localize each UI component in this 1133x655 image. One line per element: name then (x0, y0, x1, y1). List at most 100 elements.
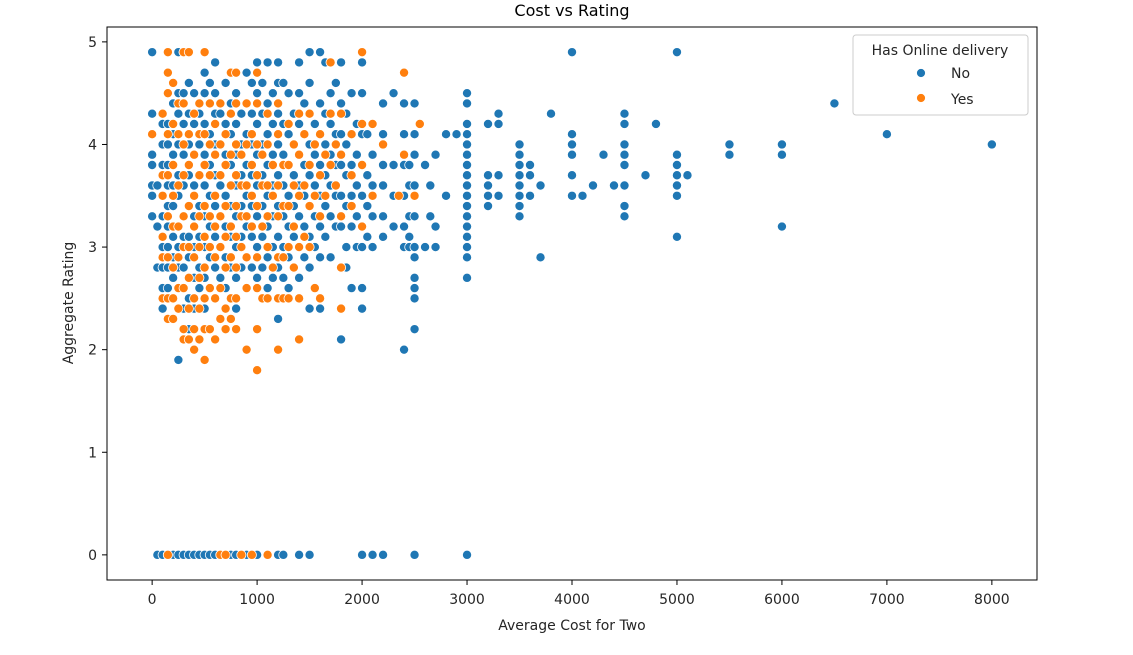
data-point (178, 88, 189, 99)
data-point (299, 252, 310, 263)
data-point (178, 324, 189, 335)
data-point (236, 549, 247, 560)
data-point (357, 242, 368, 253)
data-point (346, 190, 357, 201)
data-point (299, 231, 310, 242)
data-point (173, 354, 184, 365)
data-point (147, 159, 158, 170)
data-point (210, 190, 221, 201)
data-point (309, 118, 320, 129)
data-point (483, 118, 494, 129)
data-point (351, 149, 362, 160)
data-point (336, 129, 347, 140)
data-point (157, 231, 168, 242)
data-point (199, 47, 210, 58)
data-point (257, 262, 268, 273)
data-point (671, 231, 682, 242)
data-point (220, 118, 231, 129)
data-point (189, 324, 200, 335)
data-point (514, 170, 525, 181)
y-tick-label: 4 (88, 137, 97, 153)
points-layer (147, 47, 997, 560)
data-point (567, 129, 578, 140)
data-point (351, 180, 362, 191)
data-point (252, 88, 263, 99)
data-point (367, 149, 378, 160)
data-point (215, 242, 226, 253)
data-point (309, 190, 320, 201)
data-point (320, 201, 331, 212)
data-point (420, 242, 431, 253)
data-point (273, 98, 284, 109)
data-point (162, 283, 173, 294)
data-point (273, 57, 284, 68)
data-point (378, 211, 389, 222)
data-point (346, 88, 357, 99)
x-axis: 0 1000 2000 3000 4000 5000 6000 7000 8000 (148, 580, 1010, 608)
data-point (320, 231, 331, 242)
data-point (341, 242, 352, 253)
data-point (619, 118, 630, 129)
data-point (262, 57, 273, 68)
data-point (462, 231, 473, 242)
data-point (246, 129, 257, 140)
data-point (336, 108, 347, 119)
data-point (210, 252, 221, 263)
data-point (399, 98, 410, 109)
data-point (462, 149, 473, 160)
series-no (147, 47, 997, 560)
data-point (288, 262, 299, 273)
data-point (210, 201, 221, 212)
data-point (204, 170, 215, 181)
data-point (252, 201, 263, 212)
data-point (162, 47, 173, 58)
data-point (671, 190, 682, 201)
data-point (283, 88, 294, 99)
data-point (288, 170, 299, 181)
data-point (183, 303, 194, 314)
data-point (199, 159, 210, 170)
data-point (215, 170, 226, 181)
data-point (257, 149, 268, 160)
data-point (267, 118, 278, 129)
data-point (241, 283, 252, 294)
data-point (304, 201, 315, 212)
data-point (357, 221, 368, 232)
data-point (567, 190, 578, 201)
data-point (325, 88, 336, 99)
data-point (199, 231, 210, 242)
data-point (168, 190, 179, 201)
data-point (231, 201, 242, 212)
data-point (262, 129, 273, 140)
data-point (162, 129, 173, 140)
data-point (336, 211, 347, 222)
data-point (399, 344, 410, 355)
data-point (194, 303, 205, 314)
data-point (178, 262, 189, 273)
data-point (246, 231, 257, 242)
data-point (336, 190, 347, 201)
data-point (409, 129, 420, 140)
data-point (246, 221, 257, 232)
data-point (194, 211, 205, 222)
data-point (204, 98, 215, 109)
data-point (225, 180, 236, 191)
data-point (246, 262, 257, 273)
data-point (262, 242, 273, 253)
data-point (462, 88, 473, 99)
data-point (273, 313, 284, 324)
data-point (225, 252, 236, 263)
data-point (315, 98, 326, 109)
data-point (309, 139, 320, 150)
data-point (304, 77, 315, 88)
data-point (378, 180, 389, 191)
data-point (577, 190, 588, 201)
data-point (409, 272, 420, 283)
data-point (619, 211, 630, 222)
data-point (199, 88, 210, 99)
data-point (273, 139, 284, 150)
data-point (257, 77, 268, 88)
data-point (162, 211, 173, 222)
data-point (246, 108, 257, 119)
data-point (241, 252, 252, 263)
